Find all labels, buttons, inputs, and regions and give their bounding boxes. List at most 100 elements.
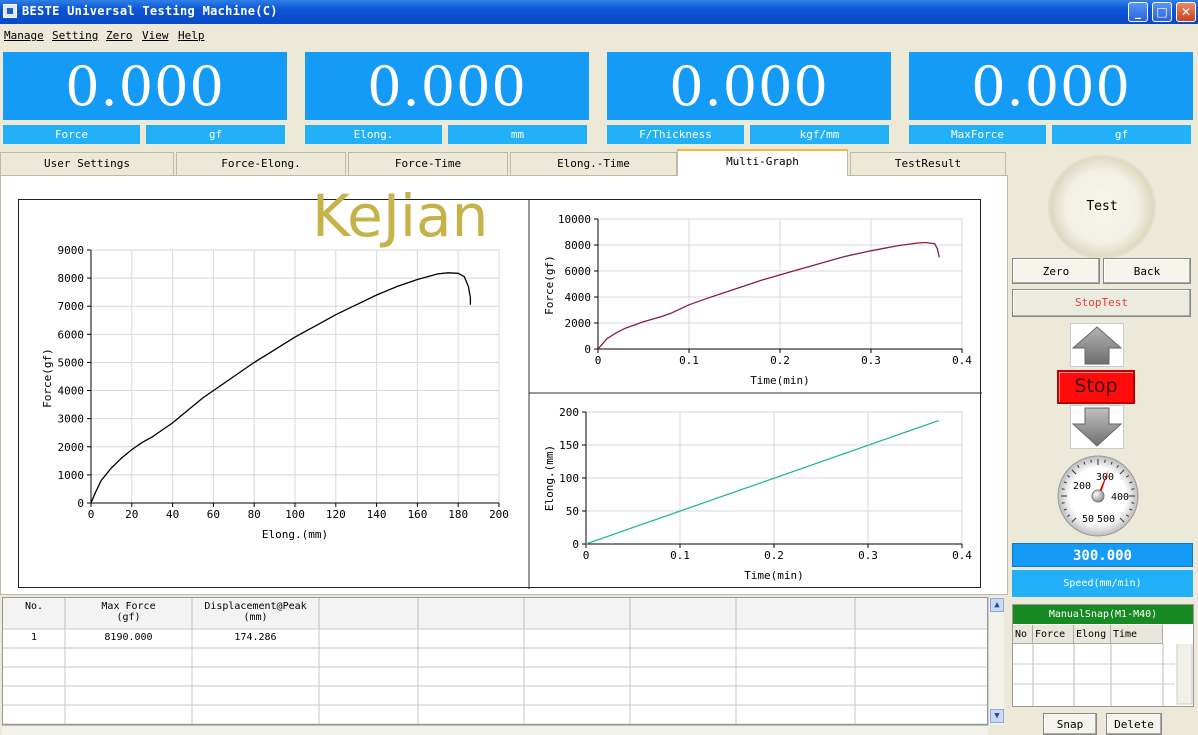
col-header-no-label: No. <box>24 601 44 612</box>
stop-test-button[interactable]: StopTest <box>1012 289 1191 317</box>
y-tick-label: 0 <box>584 343 591 356</box>
move-up-button[interactable] <box>1070 323 1124 367</box>
snap-col-time: Time <box>1111 625 1163 644</box>
gauge-tick <box>1110 461 1113 465</box>
chart-3: 0 0.1 0.2 0.3 0.4 0 50 100 150 200 Time(min) Elong.… <box>543 406 972 582</box>
title-bar: BESTE Universal Testing Machine(C) _ □ ✕ <box>0 0 1198 24</box>
series-line <box>90 272 472 504</box>
maxforce-label: MaxForce <box>909 125 1046 144</box>
menu-zero[interactable]: Zero <box>106 29 133 42</box>
x-tick-label: 80 <box>248 508 261 521</box>
charts-svg: 0 20 40 60 80 100 120 140 160 180 2000100020003000… <box>41 200 982 589</box>
x-tick-label: 0.4 <box>952 549 972 562</box>
manual-snap-table: ManualSnap(M1-M40) No Force Elong Time <box>1012 604 1194 707</box>
gauge-tick <box>1104 459 1106 463</box>
gauge-tick <box>1116 464 1119 469</box>
elong-unit: mm <box>448 125 587 144</box>
gauge-label-500: 500 <box>1097 514 1115 525</box>
test-button[interactable]: Test <box>1048 155 1156 259</box>
y-tick-label: 7000 <box>58 300 85 313</box>
x-tick-label: 0.2 <box>764 549 784 562</box>
back-button[interactable]: Back <box>1103 258 1191 284</box>
graph-area: 0 20 40 60 80 100 120 140 160 180 200 0 1000 2000 3000… <box>18 199 982 589</box>
table-grid <box>3 598 987 724</box>
y-tick-label: 10000 <box>558 213 591 226</box>
table-vertical-scrollbar[interactable]: ▲ ▼ <box>988 597 1004 725</box>
gauge-tick <box>1061 488 1065 490</box>
stop-button[interactable]: Stop <box>1057 370 1135 404</box>
force-value: 0.000 <box>3 52 287 120</box>
x-tick-label: 0 <box>583 549 590 562</box>
tab-force-elong[interactable]: Force-Elong. <box>176 152 346 175</box>
elong-label: Elong. <box>305 125 442 144</box>
x-tick-label: 0 <box>88 508 95 521</box>
speed-gauge[interactable]: 200 300 400 50 500 <box>1057 455 1139 537</box>
maxforce-readout: 0.000 MaxForce gf <box>909 52 1193 146</box>
close-button[interactable]: ✕ <box>1176 2 1196 22</box>
maxforce-unit: gf <box>1052 125 1191 144</box>
gauge-tick <box>1125 514 1130 517</box>
tab-multi-graph[interactable]: Multi-Graph <box>677 149 848 176</box>
snap-col-force: Force <box>1033 625 1074 644</box>
x-tick-label: 120 <box>326 508 346 521</box>
y-axis-label: Elong.(mm) <box>543 445 556 511</box>
col-header-max-force-label: Max Force <box>101 601 156 612</box>
y-tick-label: 5000 <box>58 356 85 369</box>
tab-force-time[interactable]: Force-Time <box>348 152 508 175</box>
tab-elong-time[interactable]: Elong.-Time <box>510 152 677 175</box>
gauge-label-300: 300 <box>1096 472 1114 483</box>
app-logo-icon <box>3 4 17 18</box>
gauge-tick <box>1063 508 1067 511</box>
scroll-down-icon[interactable]: ▼ <box>990 709 1004 723</box>
col-header-max-force: Max Force (gf) <box>65 601 192 623</box>
window-title: BESTE Universal Testing Machine(C) <box>22 4 278 18</box>
fthickness-value: 0.000 <box>607 52 891 120</box>
x-tick-label: 200 <box>489 508 509 521</box>
tab-user-settings[interactable]: User Settings <box>0 152 174 175</box>
gauge-tick <box>1071 469 1077 475</box>
snap-col-no: No <box>1013 625 1033 644</box>
menu-help[interactable]: Help <box>178 29 205 42</box>
zero-button[interactable]: Zero <box>1012 258 1100 284</box>
y-axis-label: Force(gf) <box>543 255 556 315</box>
y-tick-label: 8000 <box>58 272 85 285</box>
x-tick-label: 160 <box>407 508 427 521</box>
menu-view[interactable]: View <box>142 29 169 42</box>
gauge-tick <box>1129 508 1133 511</box>
gauge-tick <box>1119 517 1125 523</box>
gauge-tick <box>1066 514 1071 517</box>
col-header-no: No. <box>3 601 65 612</box>
y-tick-label: 6000 <box>58 328 85 341</box>
cell-no: 1 <box>30 632 38 643</box>
table-horizontal-scrollbar[interactable] <box>2 725 988 735</box>
gauge-label-200: 200 <box>1073 481 1091 492</box>
scroll-up-icon[interactable]: ▲ <box>990 598 1004 612</box>
watermark: KeJian <box>312 182 489 250</box>
cell-max-force: 8190.000 <box>104 632 153 643</box>
maximize-button[interactable]: □ <box>1152 2 1172 22</box>
chart-2: 0 0.1 0.2 0.3 0.4 0 2000 4000 6000 8000 10000 Time(… <box>543 213 972 387</box>
x-tick-label: 60 <box>207 508 220 521</box>
gauge-tick <box>1131 488 1135 490</box>
tab-test-result[interactable]: TestResult <box>850 152 1006 175</box>
menu-setting[interactable]: Setting <box>52 29 99 42</box>
gauge-tick <box>1125 475 1130 478</box>
x-tick-label: 0.3 <box>861 354 881 367</box>
x-tick-label: 180 <box>448 508 468 521</box>
arrow-up-icon <box>1071 326 1123 365</box>
gauge-tick <box>1061 502 1065 504</box>
gauge-tick <box>1077 464 1080 469</box>
y-tick-label: 200 <box>559 406 579 419</box>
arrow-down-icon <box>1071 407 1123 447</box>
snap-button[interactable]: Snap <box>1043 713 1097 735</box>
menu-manage[interactable]: Manage <box>4 29 44 42</box>
gauge-label-50: 50 <box>1082 514 1094 525</box>
y-tick-label: 4000 <box>58 385 85 398</box>
y-tick-label: 6000 <box>565 265 592 278</box>
minimize-button[interactable]: _ <box>1128 2 1148 22</box>
snap-grid <box>1013 644 1193 706</box>
gauge-tick <box>1129 481 1133 484</box>
delete-button[interactable]: Delete <box>1106 713 1162 735</box>
gauge-tick <box>1063 481 1067 484</box>
move-down-button[interactable] <box>1070 405 1124 449</box>
